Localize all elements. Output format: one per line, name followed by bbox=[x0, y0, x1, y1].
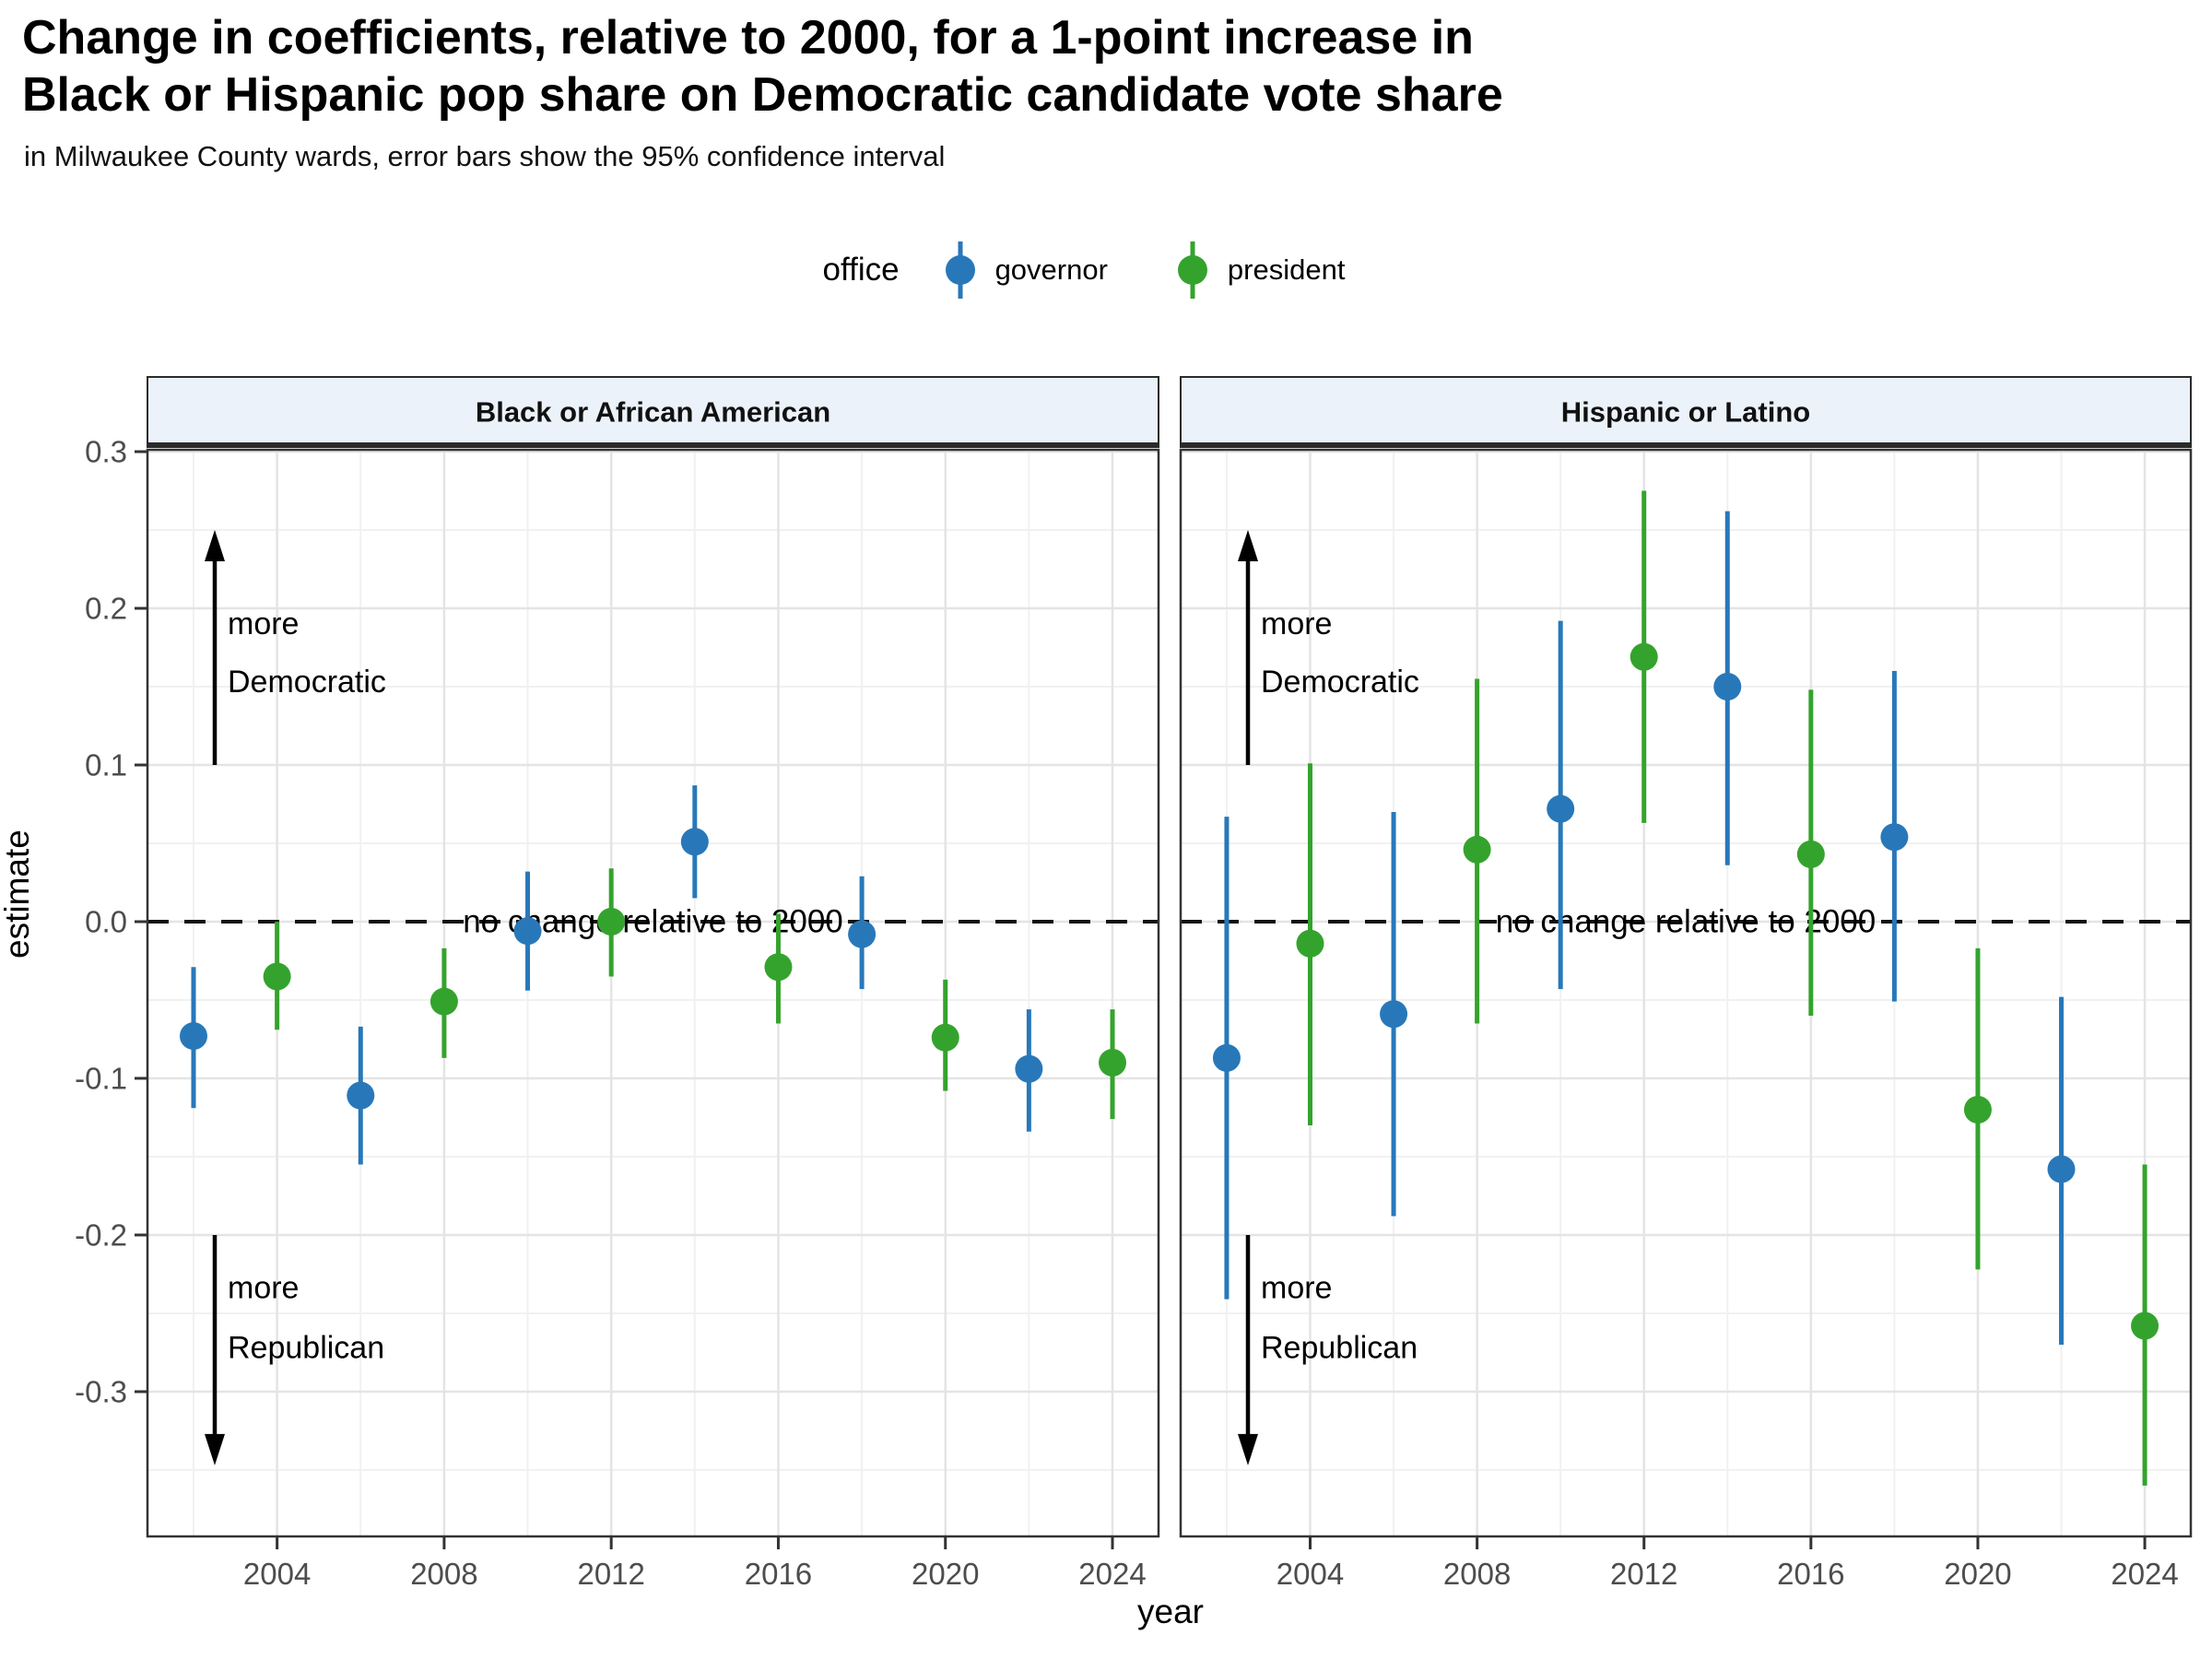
more-republican-label: Republican bbox=[1261, 1330, 1418, 1365]
legend-label: president bbox=[1227, 253, 1346, 286]
more-democratic-label: Democratic bbox=[228, 665, 386, 700]
facet-strip-label: Hispanic or Latino bbox=[1561, 396, 1810, 429]
facet-hispanic: no change relative to 2000 more Democratic… bbox=[1179, 376, 2193, 1591]
legend-item-president: president bbox=[1176, 238, 1346, 302]
point-governor-2022 bbox=[1015, 1054, 1043, 1083]
x-tick-label-2024: 2024 bbox=[1078, 1557, 1146, 1591]
x-tick-label-2012: 2012 bbox=[577, 1557, 644, 1591]
legend-title: office bbox=[822, 252, 900, 288]
point-governor-2006 bbox=[1380, 1000, 1408, 1029]
point-president-2020 bbox=[931, 1023, 959, 1052]
facet-strip bbox=[147, 376, 1159, 444]
x-tick-label-2020: 2020 bbox=[1944, 1557, 2011, 1591]
point-governor-2002 bbox=[179, 1022, 207, 1051]
x-axis-title: year bbox=[1137, 1593, 1204, 1630]
x-tick-label-2016: 2016 bbox=[745, 1557, 812, 1591]
point-governor-2006 bbox=[347, 1081, 375, 1110]
more-democratic-label: more bbox=[228, 606, 299, 641]
more-republican-label: more bbox=[228, 1271, 299, 1306]
point-governor-2010 bbox=[1547, 794, 1575, 823]
point-governor-2018 bbox=[848, 920, 877, 948]
point-governor-2022 bbox=[2047, 1155, 2076, 1183]
up-arrow-head-icon bbox=[1238, 530, 1258, 562]
x-tick-label-2004: 2004 bbox=[243, 1557, 311, 1591]
legend-key-governor-icon bbox=[945, 241, 975, 299]
chart-title-line2: Black or Hispanic pop share on Democrati… bbox=[22, 68, 1503, 122]
y-tick-label-0.1: 0.1 bbox=[85, 748, 127, 782]
point-president-2012 bbox=[597, 907, 626, 935]
zero-reference-label: no change relative to 2000 bbox=[1496, 903, 1877, 939]
more-republican-label: Republican bbox=[228, 1330, 384, 1365]
point-president-2008 bbox=[1463, 835, 1491, 864]
panel-border bbox=[1179, 448, 2193, 1538]
x-tick-label-2016: 2016 bbox=[1777, 1557, 1844, 1591]
chart-subtitle: in Milwaukee County wards, error bars sh… bbox=[24, 140, 946, 172]
y-tick-label--0.3: -0.3 bbox=[75, 1374, 127, 1408]
x-tick-label-2020: 2020 bbox=[912, 1557, 979, 1591]
point-president-2004 bbox=[263, 962, 291, 991]
y-tick-label-0.2: 0.2 bbox=[85, 592, 127, 626]
down-arrow-head-icon bbox=[1238, 1433, 1258, 1465]
legend-label: governor bbox=[994, 253, 1108, 286]
point-president-2004 bbox=[1296, 929, 1324, 958]
point-governor-2014 bbox=[680, 828, 709, 856]
point-governor-2014 bbox=[1713, 673, 1742, 701]
x-tick-label-2008: 2008 bbox=[1443, 1557, 1511, 1591]
point-president-2020 bbox=[1963, 1095, 1992, 1124]
point-president-2016 bbox=[1796, 840, 1825, 868]
panel-background bbox=[147, 450, 1159, 1536]
y-tick-label-0.3: 0.3 bbox=[85, 435, 127, 469]
up-arrow-head-icon bbox=[205, 530, 225, 562]
x-tick-label-2012: 2012 bbox=[1610, 1557, 1677, 1591]
point-governor-2002 bbox=[1212, 1043, 1241, 1072]
facet-strip bbox=[1180, 376, 2192, 444]
legend: office governor president bbox=[0, 238, 2212, 302]
y-tick-label--0.2: -0.2 bbox=[75, 1218, 127, 1252]
point-governor-2010 bbox=[513, 917, 542, 946]
point-governor-2018 bbox=[1880, 823, 1909, 852]
x-tick-label-2008: 2008 bbox=[410, 1557, 477, 1591]
point-president-2024 bbox=[2131, 1312, 2159, 1340]
facet-strip-label: Black or African American bbox=[476, 396, 830, 429]
panel-border bbox=[146, 448, 1160, 1538]
more-democratic-label: Democratic bbox=[1261, 665, 1419, 700]
legend-item-governor: governor bbox=[944, 238, 1108, 302]
y-tick-label-0: 0.0 bbox=[85, 904, 127, 938]
y-tick-label--0.1: -0.1 bbox=[75, 1061, 127, 1095]
point-president-2024 bbox=[1099, 1048, 1127, 1077]
panel-background bbox=[1181, 450, 2191, 1536]
x-tick-label-2024: 2024 bbox=[2111, 1557, 2178, 1591]
facet-black: no change relative to 2000moreDemocratic… bbox=[146, 376, 1160, 1591]
more-republican-label: more bbox=[1261, 1271, 1332, 1306]
point-president-2016 bbox=[764, 953, 793, 982]
chart-title-line1: Change in coefficients, relative to 2000… bbox=[22, 11, 1474, 65]
x-tick-label-2004: 2004 bbox=[1277, 1557, 1344, 1591]
point-president-2012 bbox=[1630, 642, 1658, 671]
down-arrow-head-icon bbox=[205, 1433, 225, 1465]
chart-title: Change in coefficients, relative to 2000… bbox=[22, 9, 1503, 124]
more-democratic-label: more bbox=[1261, 606, 1332, 641]
point-president-2008 bbox=[429, 987, 458, 1016]
legend-key-president-icon bbox=[1177, 241, 1207, 299]
